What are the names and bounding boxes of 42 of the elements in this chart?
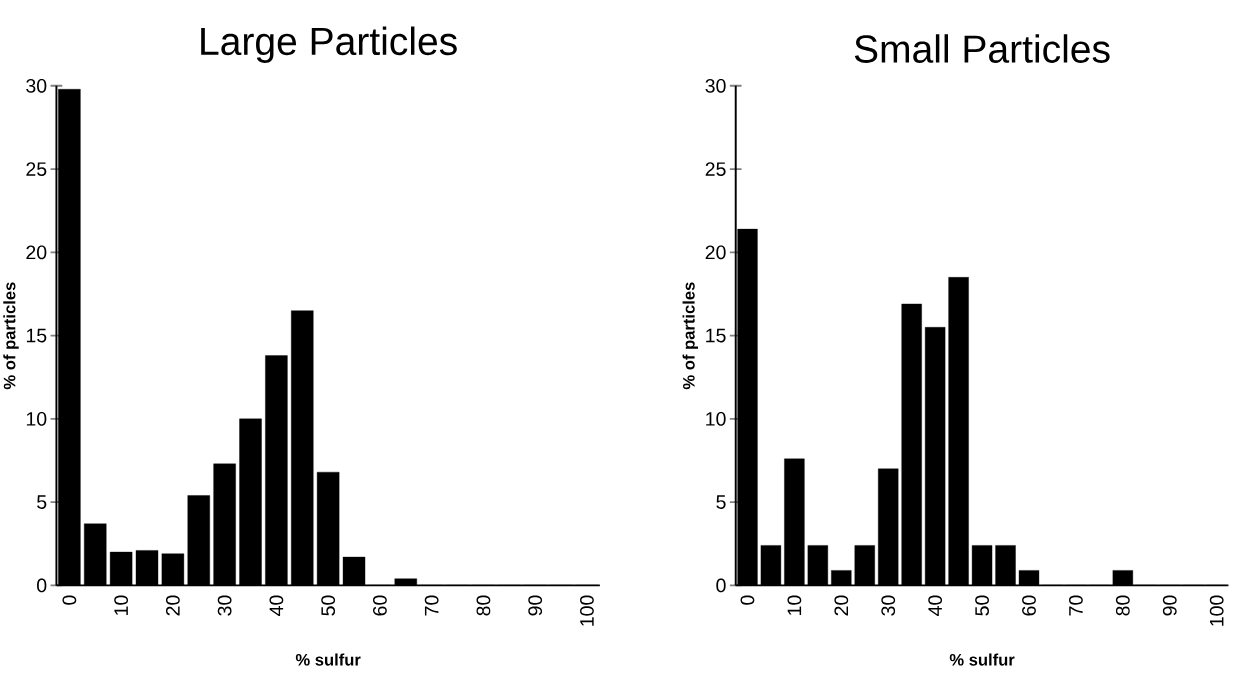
y-tick-label: 20 — [705, 245, 726, 260]
y-tick-label: 5 — [716, 495, 726, 509]
x-tick-label: 50 — [321, 595, 336, 616]
x-tick-label: 20 — [834, 595, 849, 616]
x-tick-label: 40 — [928, 595, 943, 616]
y-tick-label: 0 — [37, 578, 47, 593]
y-tick-label: 5 — [37, 495, 47, 509]
x-tick-label: 70 — [424, 595, 439, 616]
x-tick-label: 80 — [476, 595, 491, 616]
x-tick-label: 90 — [1162, 595, 1177, 616]
y-tick-label: 10 — [706, 411, 726, 426]
y-tick-label: 25 — [705, 162, 726, 176]
x-tick-label: 10 — [787, 595, 802, 615]
x-tick-label: 60 — [1022, 595, 1036, 616]
x-tick-label: 100 — [1209, 595, 1224, 626]
y-tick-label: 25 — [26, 162, 47, 176]
y-tick-label: 30 — [26, 78, 47, 93]
x-tick-label: 40 — [269, 595, 284, 616]
x-tick-label: 100 — [580, 595, 594, 626]
x-tick-label: 80 — [1115, 595, 1130, 616]
x-tick-label: 0 — [62, 595, 77, 605]
y-tick-label: 15 — [706, 328, 726, 343]
x-axis-title: % sulfur — [295, 653, 361, 666]
x-tick-label: 0 — [740, 595, 755, 605]
x-tick-label: 20 — [165, 595, 180, 616]
x-axis-title: % sulfur — [949, 653, 1015, 666]
x-tick-label: 70 — [1069, 595, 1083, 616]
chart-title: Small Particles — [854, 34, 1110, 63]
x-tick-label: 60 — [373, 595, 387, 616]
y-tick-label: 15 — [26, 328, 47, 343]
y-tick-label: 20 — [26, 245, 47, 260]
x-tick-label: 30 — [217, 595, 232, 616]
x-tick-label: 50 — [975, 595, 989, 616]
x-tick-label: 30 — [881, 595, 896, 616]
y-tick-label: 30 — [705, 78, 726, 93]
x-tick-label: 10 — [114, 595, 129, 615]
y-axis-title: % of particles — [682, 282, 699, 390]
y-tick-label: 0 — [716, 578, 726, 593]
y-tick-label: 10 — [26, 411, 47, 426]
x-tick-label: 90 — [528, 595, 543, 616]
chart-title: Large Particles — [201, 26, 457, 63]
y-axis-title: % of particles — [3, 282, 19, 390]
